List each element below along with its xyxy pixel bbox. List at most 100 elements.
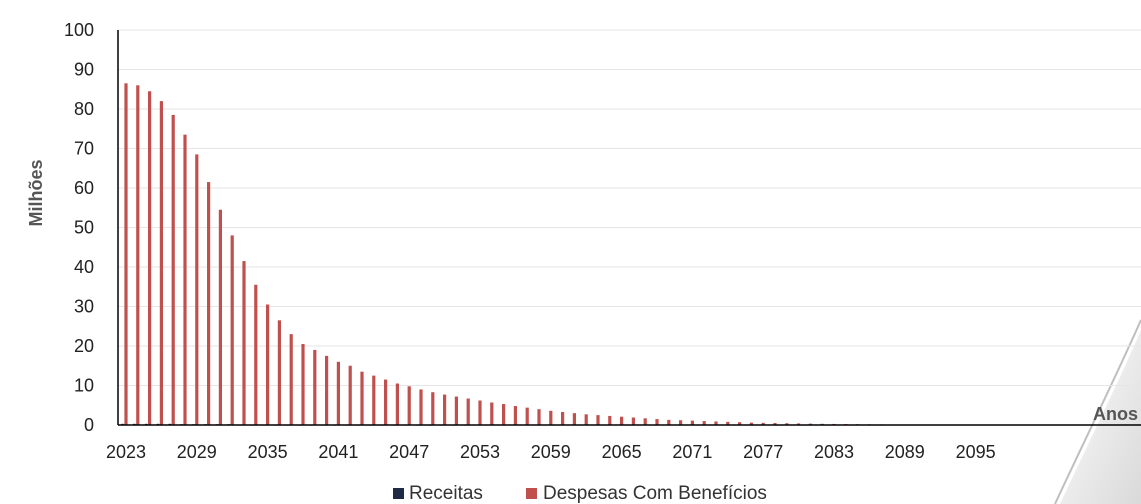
- bar-despesas-2064: [608, 415, 612, 425]
- x-tick-label-2023: 2023: [106, 442, 146, 462]
- bar-despesas-2067: [643, 418, 647, 425]
- x-tick-label-2065: 2065: [602, 442, 642, 462]
- bar-despesas-2028: [183, 134, 187, 425]
- bar-despesas-2044: [372, 375, 376, 426]
- bar-despesas-2078: [773, 423, 777, 425]
- bar-despesas-2071: [690, 420, 694, 425]
- bar-despesas-2040: [325, 355, 329, 426]
- bar-despesas-2038: [301, 344, 305, 425]
- bar-despesas-2061: [572, 413, 576, 425]
- bar-despesas-2072: [702, 421, 706, 425]
- bar-despesas-2079: [785, 423, 789, 425]
- bars: [121, 83, 1037, 426]
- bar-despesas-2045: [384, 379, 388, 425]
- bar-despesas-2037: [289, 334, 293, 425]
- legend-swatch-despesas: [526, 488, 537, 499]
- x-tick-label-2059: 2059: [531, 442, 571, 462]
- bar-despesas-2065: [620, 416, 624, 425]
- x-tick-label-2077: 2077: [743, 442, 783, 462]
- bar-despesas-2058: [537, 409, 541, 425]
- bar-despesas-2050: [443, 394, 447, 425]
- x-tick-label-2041: 2041: [318, 442, 358, 462]
- bar-despesas-2062: [584, 414, 588, 425]
- y-tick-label-80: 80: [74, 99, 94, 119]
- bar-despesas-2048: [419, 389, 423, 425]
- bar-despesas-2075: [738, 422, 742, 425]
- background-swoosh: [1060, 330, 1141, 504]
- bar-despesas-2068: [655, 419, 659, 425]
- x-tick-label-2095: 2095: [956, 442, 996, 462]
- axes: [117, 30, 1141, 426]
- bar-despesas-2070: [679, 420, 683, 425]
- y-tick-labels: 0 10 20 30 40 50 60 70 80 90 100: [64, 20, 94, 435]
- y-tick-label-70: 70: [74, 139, 94, 159]
- bar-despesas-2047: [407, 386, 411, 425]
- y-tick-label-10: 10: [74, 376, 94, 396]
- bar-despesas-2026: [159, 101, 163, 425]
- bar-despesas-2032: [230, 235, 234, 425]
- bar-despesas-2030: [207, 182, 211, 425]
- bar-despesas-2024: [136, 85, 140, 426]
- y-tick-label-40: 40: [74, 257, 94, 277]
- bar-despesas-2069: [667, 419, 671, 425]
- legend-item-despesas: Despesas Com Benefícios: [526, 483, 767, 504]
- x-tick-label-2029: 2029: [177, 442, 217, 462]
- x-tick-label-2071: 2071: [672, 442, 712, 462]
- y-tick-label-50: 50: [74, 218, 94, 238]
- bar-despesas-2080: [797, 423, 801, 425]
- bar-despesas-2034: [254, 284, 258, 425]
- bar-despesas-2060: [561, 411, 565, 425]
- bar-despesas-2066: [631, 417, 635, 425]
- y-tick-label-60: 60: [74, 178, 94, 198]
- background-swoosh-edge: [1054, 319, 1141, 504]
- bar-despesas-2036: [277, 320, 281, 425]
- x-tick-label-2083: 2083: [814, 442, 854, 462]
- y-axis-title: Milhões: [26, 159, 46, 226]
- bar-despesas-2077: [761, 422, 765, 425]
- bar-despesas-2029: [195, 154, 199, 426]
- legend-item-receitas: Receitas: [393, 483, 483, 504]
- grid-lines: [118, 29, 1141, 386]
- bar-despesas-2074: [726, 421, 730, 425]
- bar-despesas-2025: [148, 91, 152, 425]
- bar-despesas-2059: [549, 410, 553, 425]
- x-tick-label-2047: 2047: [389, 442, 429, 462]
- bar-despesas-2063: [596, 415, 600, 426]
- bar-despesas-2076: [749, 422, 753, 425]
- y-tick-label-30: 30: [74, 297, 94, 317]
- y-tick-label-100: 100: [64, 20, 94, 40]
- bar-despesas-2043: [360, 371, 364, 425]
- bar-despesas-2041: [336, 361, 340, 425]
- bar-despesas-2042: [348, 365, 352, 425]
- bar-despesas-2035: [266, 304, 270, 425]
- bar-despesas-2057: [525, 407, 529, 425]
- legend-label-despesas: Despesas Com Benefícios: [543, 483, 767, 504]
- x-axis-title: Anos: [1093, 404, 1138, 424]
- bar-despesas-2027: [171, 114, 175, 426]
- bar-despesas-2073: [714, 421, 718, 425]
- y-tick-label-90: 90: [74, 60, 94, 80]
- bar-despesas-2053: [478, 400, 482, 425]
- legend-swatch-receitas: [393, 488, 404, 499]
- bar-despesas-2023: [124, 83, 128, 425]
- y-tick-label-20: 20: [74, 336, 94, 356]
- bar-despesas-2039: [313, 349, 317, 425]
- bar-despesas-2033: [242, 261, 246, 425]
- bar-despesas-2049: [431, 392, 435, 425]
- x-tick-labels: 2023 2029 2035 2041 2047 2053 2059 2065 2071 2077…: [106, 442, 996, 462]
- bar-despesas-2051: [454, 396, 458, 425]
- x-tick-label-2035: 2035: [248, 442, 288, 462]
- bar-despesas-2054: [490, 402, 494, 425]
- legend-label-receitas: Receitas: [409, 483, 483, 504]
- bar-despesas-2046: [395, 383, 399, 425]
- x-tick-label-2089: 2089: [885, 442, 925, 462]
- bar-despesas-2031: [218, 209, 222, 425]
- x-tick-label-2053: 2053: [460, 442, 500, 462]
- bar-despesas-2055: [502, 404, 506, 425]
- y-tick-label-0: 0: [84, 415, 94, 435]
- bar-despesas-2052: [466, 398, 470, 425]
- bar-despesas-2056: [513, 406, 517, 425]
